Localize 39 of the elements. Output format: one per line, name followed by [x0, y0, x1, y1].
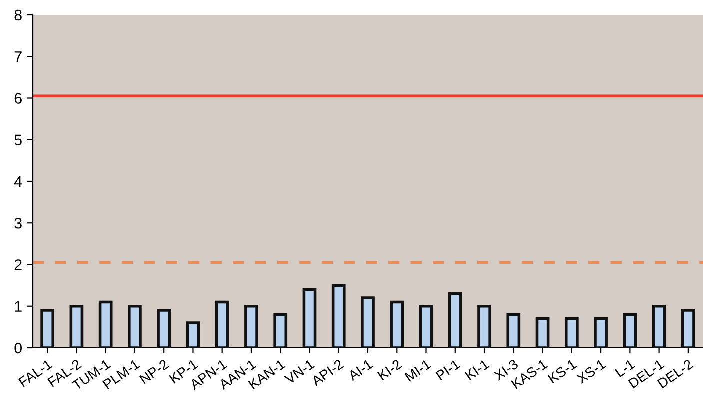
y-tick-label: 8 [14, 10, 22, 21]
x-tick-label: AI-1 [347, 359, 374, 382]
y-tick-label: 2 [14, 260, 22, 270]
x-tick-label: MI-1 [404, 359, 432, 382]
x-tick-label: KI-1 [464, 359, 490, 381]
bar [536, 317, 550, 348]
bar [506, 313, 521, 348]
bar [332, 284, 346, 348]
bar [652, 304, 666, 348]
y-tick-label: 3 [14, 218, 22, 229]
bar [128, 304, 142, 348]
bar [419, 304, 434, 348]
bar [564, 317, 579, 348]
x-tick-label: KS-1 [548, 359, 578, 384]
bar [682, 309, 696, 348]
bar [215, 300, 230, 348]
bar [623, 313, 638, 348]
bar [594, 317, 608, 348]
y-tick-label: 6 [14, 93, 22, 104]
bar [302, 288, 317, 348]
y-tick-label: 5 [14, 134, 22, 146]
bar [98, 300, 113, 348]
bar [40, 309, 54, 348]
bar [478, 304, 492, 348]
x-tick-label: KI-2 [377, 359, 402, 381]
y-tick-label: 0 [14, 342, 22, 354]
y-tick-label: 7 [14, 52, 22, 62]
x-tick-label: VN-1 [284, 359, 315, 385]
bar [390, 300, 404, 348]
bar [448, 292, 462, 348]
y-tick-label: 4 [14, 176, 22, 188]
bar [361, 296, 375, 348]
bar [70, 304, 84, 348]
bar [244, 304, 258, 348]
bar [186, 322, 200, 348]
bar [157, 309, 172, 348]
y-tick-label: 1 [15, 301, 22, 312]
bar [274, 313, 288, 348]
x-tick-label: PI-1 [436, 359, 461, 381]
